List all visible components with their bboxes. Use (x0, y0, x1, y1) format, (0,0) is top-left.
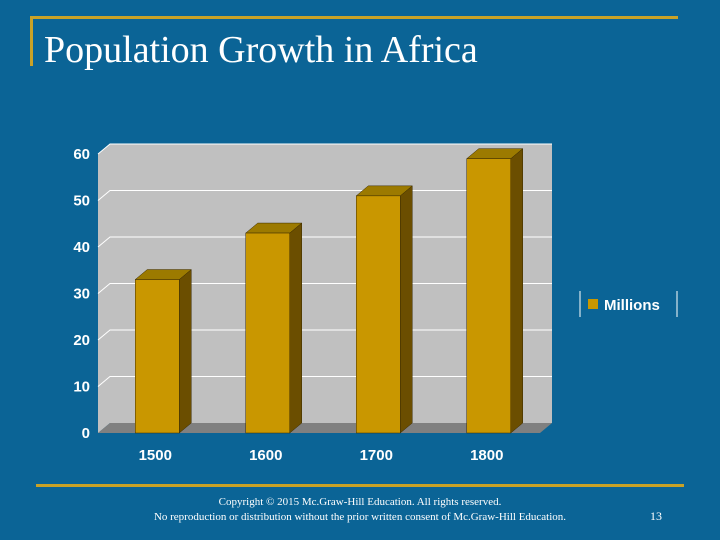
y-tick-label: 50 (73, 193, 90, 210)
bar (245, 232, 290, 434)
slide-title: Population Growth in Africa (44, 29, 478, 71)
y-tick-label: 30 (73, 286, 90, 303)
y-tick-label: 10 (73, 379, 90, 396)
y-tick-label: 20 (73, 332, 90, 349)
left-accent-rule (30, 16, 33, 66)
bottom-accent-rule (36, 484, 684, 487)
y-tick-label: 40 (73, 239, 90, 256)
legend-swatch (588, 299, 598, 309)
bar (356, 195, 401, 434)
copyright-line: Copyright © 2015 Mc.Graw-Hill Education.… (218, 496, 502, 508)
x-tick-label: 1700 (360, 447, 393, 464)
gridline (97, 143, 552, 155)
y-tick-label: 0 (82, 425, 90, 442)
y-tick-label: 60 (73, 146, 90, 163)
plot-back-wall (98, 144, 552, 433)
legend-label: Millions (604, 297, 660, 314)
top-accent-rule (30, 16, 678, 19)
bar-side (289, 222, 302, 434)
plot-floor (98, 423, 552, 433)
reproduction-notice: No reproduction or distribution without … (153, 511, 567, 523)
footer-copyright: Copyright © 2015 Mc.Graw-Hill Education.… (100, 495, 620, 525)
bar-side (400, 185, 413, 434)
x-tick-label: 1600 (249, 447, 282, 464)
bar (466, 158, 511, 434)
x-tick-label: 1800 (470, 447, 503, 464)
bar (135, 279, 180, 434)
bar-side (510, 148, 523, 434)
x-tick-label: 1500 (139, 447, 172, 464)
bar-side (179, 269, 192, 434)
page-number: 13 (650, 509, 662, 523)
